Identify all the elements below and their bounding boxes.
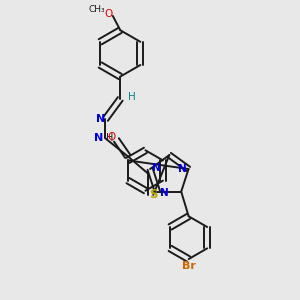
Text: Br: Br	[182, 261, 196, 271]
Text: N: N	[178, 164, 186, 174]
Text: O: O	[107, 132, 115, 142]
Text: H: H	[106, 134, 113, 143]
Text: N: N	[94, 134, 104, 143]
Text: N: N	[160, 188, 168, 198]
Text: O: O	[104, 9, 112, 19]
Text: CH₃: CH₃	[88, 5, 105, 14]
Text: S: S	[149, 188, 158, 201]
Text: H: H	[128, 92, 135, 102]
Text: N: N	[96, 114, 105, 124]
Text: N: N	[152, 163, 161, 172]
